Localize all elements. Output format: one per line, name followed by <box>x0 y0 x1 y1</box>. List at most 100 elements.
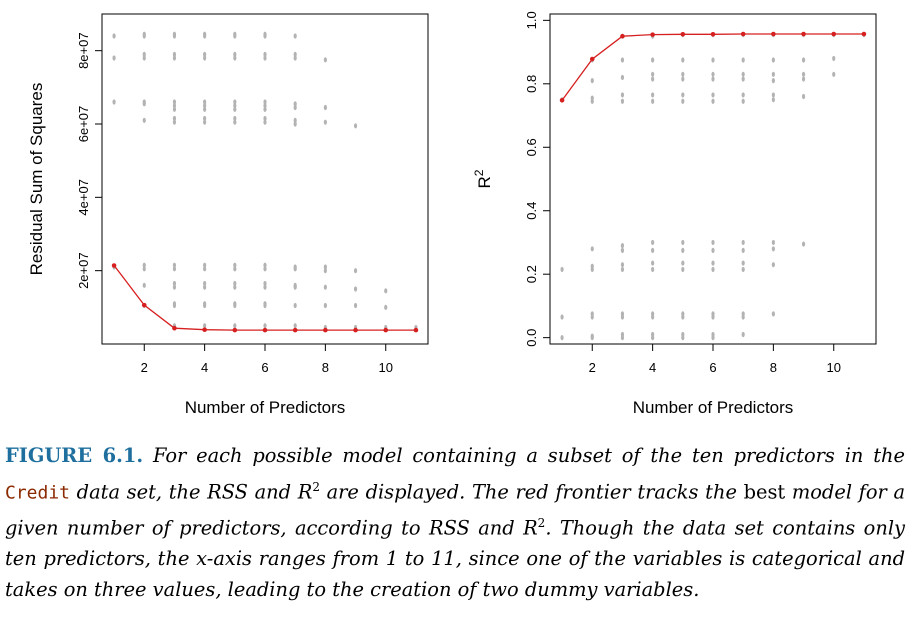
data-point <box>620 74 625 81</box>
data-point <box>203 266 207 272</box>
data-point <box>263 266 267 272</box>
x-tick-label: 8 <box>322 360 329 375</box>
data-point <box>620 262 625 268</box>
r-superscript-2: 2 <box>537 516 546 531</box>
y-tick-label: 1.0 <box>524 11 539 29</box>
data-point <box>741 247 745 253</box>
r-symbol: R <box>297 479 313 503</box>
data-point <box>741 239 745 246</box>
data-point <box>620 92 625 98</box>
data-point <box>203 280 207 287</box>
x-tick-label: 4 <box>201 360 208 375</box>
data-point <box>651 239 655 246</box>
data-point <box>771 78 775 84</box>
data-point <box>681 57 685 63</box>
x-tick-label: 8 <box>770 360 777 375</box>
data-point <box>353 286 358 292</box>
data-point <box>590 78 594 84</box>
data-point <box>293 266 297 272</box>
caption-text-3: are displayed. The red frontier tracks t… <box>319 479 744 503</box>
data-point <box>323 302 327 309</box>
data-point <box>771 97 775 103</box>
data-point <box>293 33 297 39</box>
data-point <box>172 284 177 290</box>
data-point <box>203 55 207 61</box>
data-point <box>233 33 237 39</box>
data-point <box>741 57 745 63</box>
data-point <box>741 314 745 320</box>
data-point <box>172 103 177 109</box>
data-point <box>323 284 327 290</box>
frontier-point <box>680 32 686 37</box>
data-point <box>203 284 207 290</box>
data-point <box>590 314 594 320</box>
x-tick-label: 2 <box>141 360 148 375</box>
rss-panel: 2 4 6 8 10 2e+07 4e+07 6e+07 8e+07 Number of Pred… <box>27 13 429 417</box>
data-point <box>711 247 715 253</box>
r-symbol-2: R <box>523 516 538 540</box>
data-point <box>203 262 207 268</box>
caption-text-5: . Though the data set contains only ten … <box>5 516 905 571</box>
data-point <box>142 266 146 272</box>
data-point <box>741 266 745 273</box>
data-point <box>711 314 715 320</box>
data-point <box>711 266 715 273</box>
data-point <box>323 264 327 270</box>
data-point <box>263 99 267 105</box>
data-point <box>263 55 267 61</box>
data-point <box>681 76 685 82</box>
data-point <box>620 266 625 273</box>
data-point <box>651 98 655 104</box>
data-point <box>590 335 594 341</box>
y-axis-label: Residual Sum of Squares <box>27 83 46 276</box>
data-point <box>233 323 237 329</box>
y-tick-label: 0.6 <box>524 138 539 156</box>
data-point <box>172 33 177 39</box>
data-point <box>203 99 207 105</box>
data-point <box>590 98 594 104</box>
r-squared-panel: 2 4 6 8 10 0.0 0.2 0.4 0.6 0.8 1.0 Number of Predic… <box>472 11 877 417</box>
data-point <box>741 260 745 266</box>
data-point <box>711 71 715 77</box>
data-point <box>651 71 655 77</box>
data-point <box>263 33 267 39</box>
data-point <box>172 280 177 287</box>
frontier-point <box>740 31 746 37</box>
frontier-point <box>861 31 867 37</box>
x-word: x <box>196 547 207 571</box>
plot-frame <box>101 13 429 345</box>
data-point <box>112 33 116 39</box>
figure-label: FIGURE 6.1. <box>5 444 144 467</box>
data-point <box>651 266 655 273</box>
data-point <box>771 246 775 252</box>
data-point <box>172 262 177 268</box>
data-point <box>263 103 267 109</box>
data-point <box>293 55 297 61</box>
data-point <box>711 260 715 266</box>
data-point <box>801 57 806 63</box>
data-point <box>771 311 775 317</box>
data-point <box>771 71 775 77</box>
figure-caption: FIGURE 6.1. For each possible model cont… <box>5 441 905 605</box>
data-point <box>142 262 146 268</box>
data-point <box>681 247 685 253</box>
data-point <box>172 115 177 122</box>
data-point <box>233 51 237 57</box>
data-point <box>172 99 177 105</box>
data-point <box>832 71 836 77</box>
data-point <box>233 119 237 125</box>
data-point <box>263 323 267 329</box>
data-point <box>142 51 146 57</box>
data-point <box>771 92 775 98</box>
data-point <box>590 266 594 273</box>
data-point <box>651 76 655 82</box>
data-point <box>590 246 594 252</box>
data-point <box>711 335 715 341</box>
y-tick-label: 0.8 <box>524 75 539 93</box>
data-point <box>233 55 237 61</box>
data-point <box>203 33 207 39</box>
data-point <box>681 335 685 341</box>
frontier-point <box>232 327 238 333</box>
data-point <box>142 101 146 107</box>
y-tick-label: 2e+07 <box>76 252 91 289</box>
